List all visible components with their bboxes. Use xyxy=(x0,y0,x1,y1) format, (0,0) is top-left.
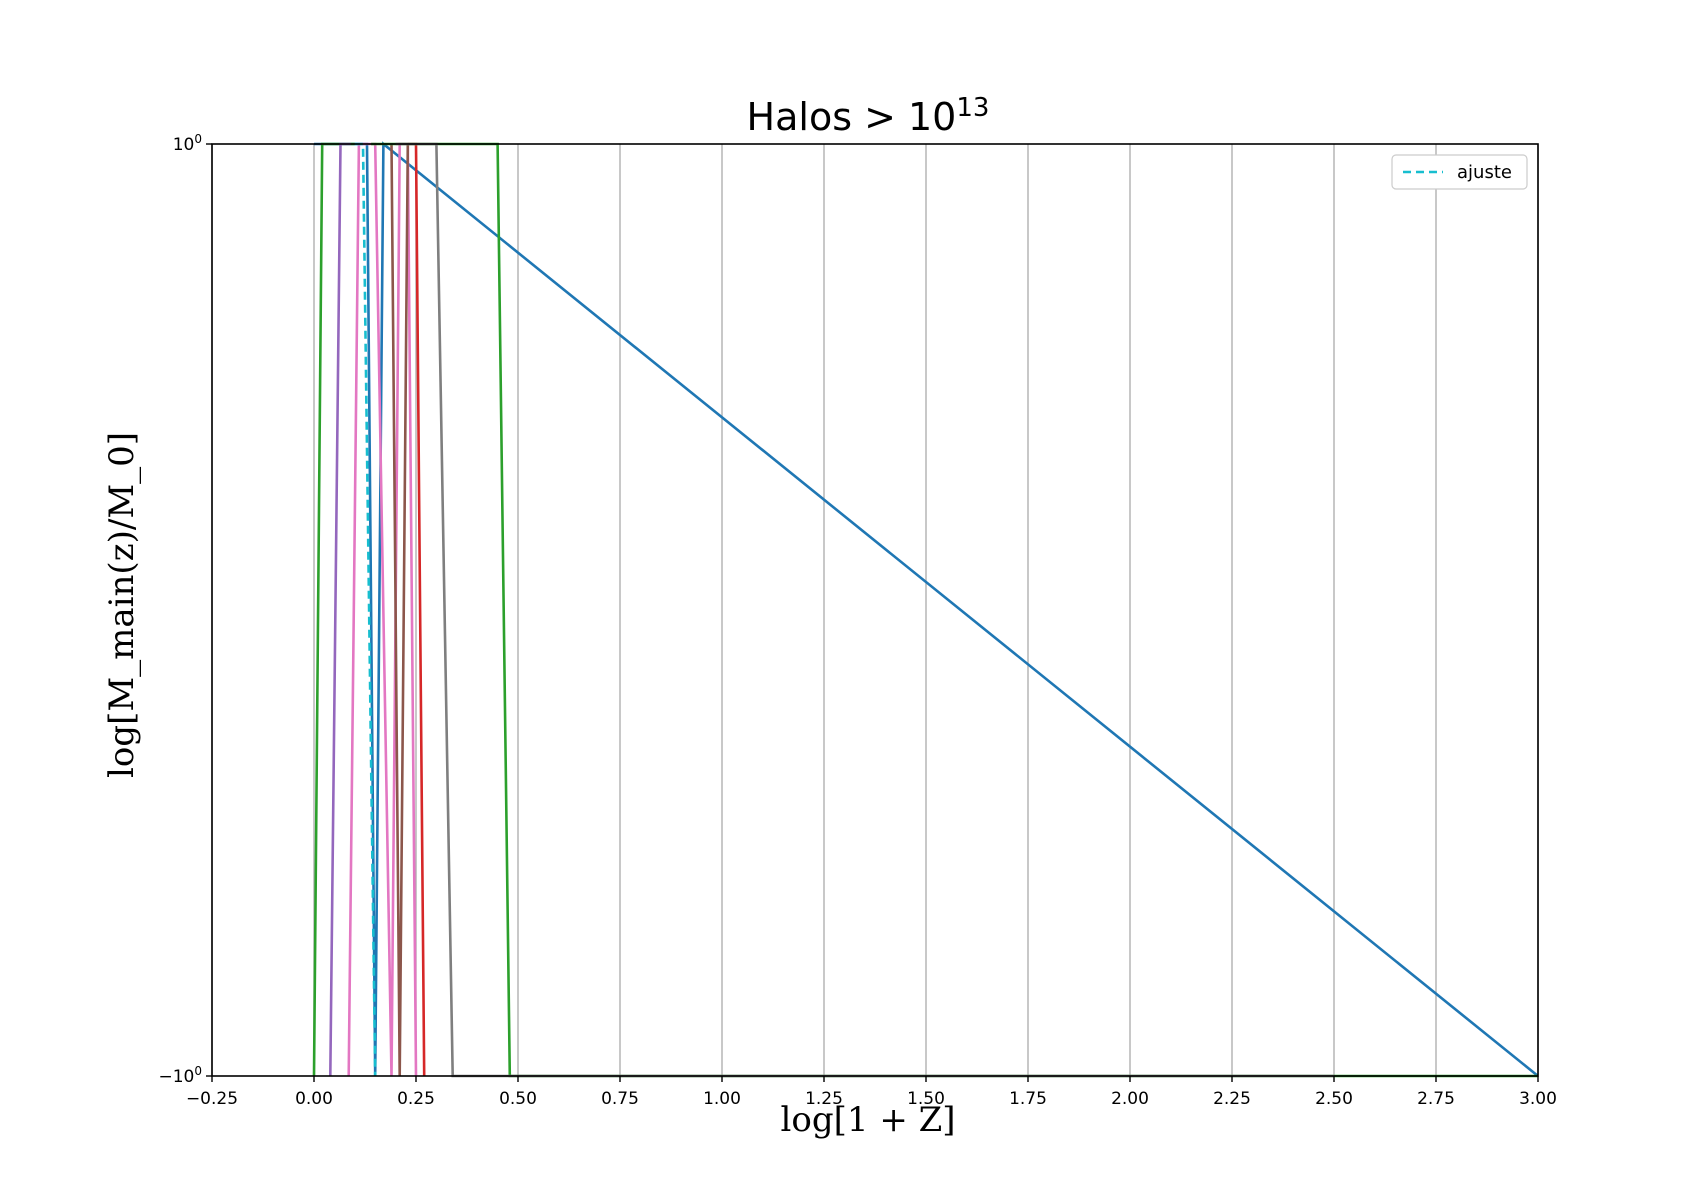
x-tick-label: 3.00 xyxy=(1519,1089,1557,1109)
x-tick-label: 0.75 xyxy=(601,1089,639,1109)
legend-label-ajuste: ajuste xyxy=(1457,162,1512,183)
chart-title: Halos > 1013 xyxy=(747,93,990,139)
x-tick-label: −0.25 xyxy=(186,1089,238,1109)
title-exponent: 13 xyxy=(956,93,989,123)
legend-box xyxy=(1391,154,1528,190)
x-tick-label: 1.75 xyxy=(1009,1089,1047,1109)
x-tick-label: 0.50 xyxy=(499,1089,537,1109)
y-ticks: 100 −100 xyxy=(158,132,212,1087)
x-tick-label: 0.00 xyxy=(295,1089,333,1109)
y-axis-label: log[M_main(z)/M_0] xyxy=(102,432,142,778)
x-tick-label: 2.25 xyxy=(1213,1089,1251,1109)
x-axis-label: log[1 + Z] xyxy=(781,1100,956,1140)
y-tick-label: 100 xyxy=(173,132,202,155)
x-tick-label: 2.50 xyxy=(1315,1089,1353,1109)
x-tick-label: 0.25 xyxy=(397,1089,435,1109)
x-tick-label: 2.75 xyxy=(1417,1089,1455,1109)
plot-frame xyxy=(211,143,1539,1077)
legend: ajuste xyxy=(1391,154,1528,190)
x-tick-label: 1.50 xyxy=(907,1089,945,1109)
x-tick-label: 1.25 xyxy=(805,1089,843,1109)
x-ticks: −0.25 0.00 0.25 0.50 0.75 1.00 1.25 1.50 1.75 2.0… xyxy=(186,1076,1557,1109)
x-tick-label: 2.00 xyxy=(1111,1089,1149,1109)
y-tick-label: −100 xyxy=(158,1064,202,1087)
x-tick-label: 1.00 xyxy=(703,1089,741,1109)
